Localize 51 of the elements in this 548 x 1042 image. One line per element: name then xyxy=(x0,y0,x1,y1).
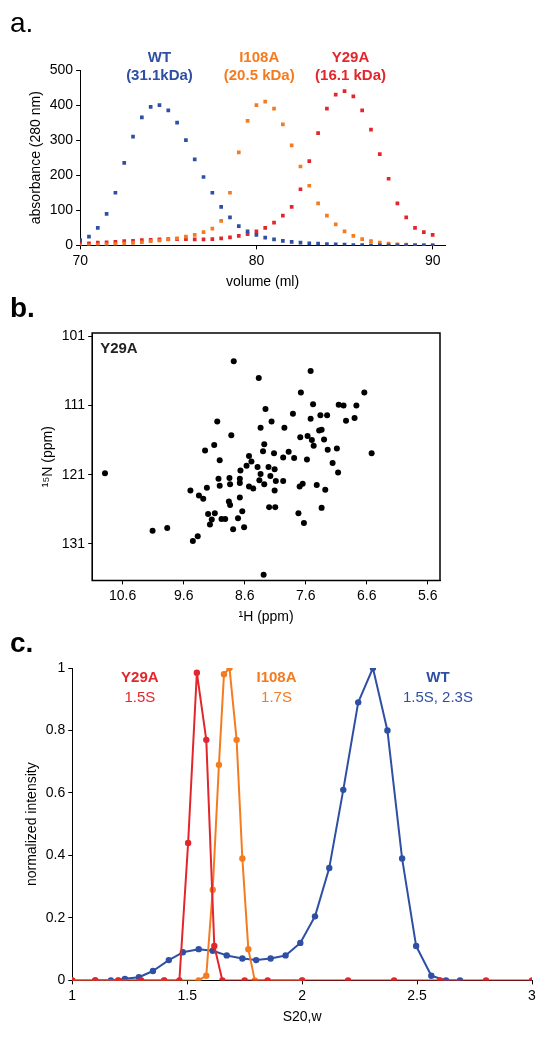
y-tick-label: 101 xyxy=(61,327,86,344)
x-tick-label: 70 xyxy=(72,251,89,268)
x-tick-label: 8.6 xyxy=(234,586,255,603)
y-tick-label: 111 xyxy=(63,396,86,413)
x-tick-label: 90 xyxy=(424,251,441,268)
y-tick-label: 1 xyxy=(57,658,66,675)
chart-title: b. xyxy=(10,292,35,323)
series-label: I108A xyxy=(256,668,297,685)
x-tick-label: 1.5 xyxy=(177,986,198,1003)
x-tick-label: 9.6 xyxy=(173,586,194,603)
y-tick-label: 121 xyxy=(61,465,86,482)
y-tick-label: 131 xyxy=(61,534,86,551)
series-label: Y29A xyxy=(331,48,370,65)
y-tick-label: 0 xyxy=(57,971,66,988)
y-axis-title: absorbance (280 nm) xyxy=(27,91,44,225)
y-tick-label: 0.6 xyxy=(45,783,66,800)
text: WT xyxy=(147,48,172,65)
y-tick-label: 100 xyxy=(49,201,74,218)
y-tick-label: 300 xyxy=(49,131,74,148)
text: Y29A xyxy=(121,668,159,685)
chart-title: a. xyxy=(10,7,34,38)
x-tick-label: 3 xyxy=(528,986,537,1003)
x-tick-label: 2 xyxy=(298,986,307,1003)
y-tick-label: 0.2 xyxy=(45,908,66,925)
x-tick-label: 7.6 xyxy=(296,586,316,603)
annotation: (31.1kDa) xyxy=(126,66,193,83)
x-tick-label: 5.6 xyxy=(418,586,438,603)
text: I108A xyxy=(239,48,280,65)
y-axis-title: normalized intensity xyxy=(23,762,40,887)
annotation: 1.5S xyxy=(124,688,156,705)
x-tick-label: 80 xyxy=(248,251,265,268)
x-tick-label: 6.6 xyxy=(357,586,377,603)
x-axis-title: ¹H (ppm) xyxy=(238,608,294,625)
x-tick-label: 10.6 xyxy=(109,586,137,603)
text: WT xyxy=(426,668,450,685)
annotation: (16.1 kDa) xyxy=(315,66,386,83)
x-axis-title: S20,w xyxy=(282,1008,323,1025)
annotation: 1.5S, 2.3S xyxy=(402,688,473,705)
y-tick-label: 500 xyxy=(49,60,74,77)
x-tick-label: 2.5 xyxy=(407,986,428,1003)
y-tick-label: 400 xyxy=(49,95,74,112)
y-tick-label: 0.4 xyxy=(45,846,66,863)
annotation: Y29A xyxy=(100,339,138,356)
y-tick-label: 0 xyxy=(65,236,74,253)
annotation: 1.7S xyxy=(261,688,292,705)
chart-title: c. xyxy=(10,627,34,658)
annotation: (20.5 kDa) xyxy=(223,66,295,83)
x-axis-title: volume (ml) xyxy=(226,273,300,290)
y-tick-label: 200 xyxy=(49,166,74,183)
y-tick-label: 0.8 xyxy=(45,721,66,738)
y-axis-title: ¹⁵N (ppm) xyxy=(39,426,56,488)
